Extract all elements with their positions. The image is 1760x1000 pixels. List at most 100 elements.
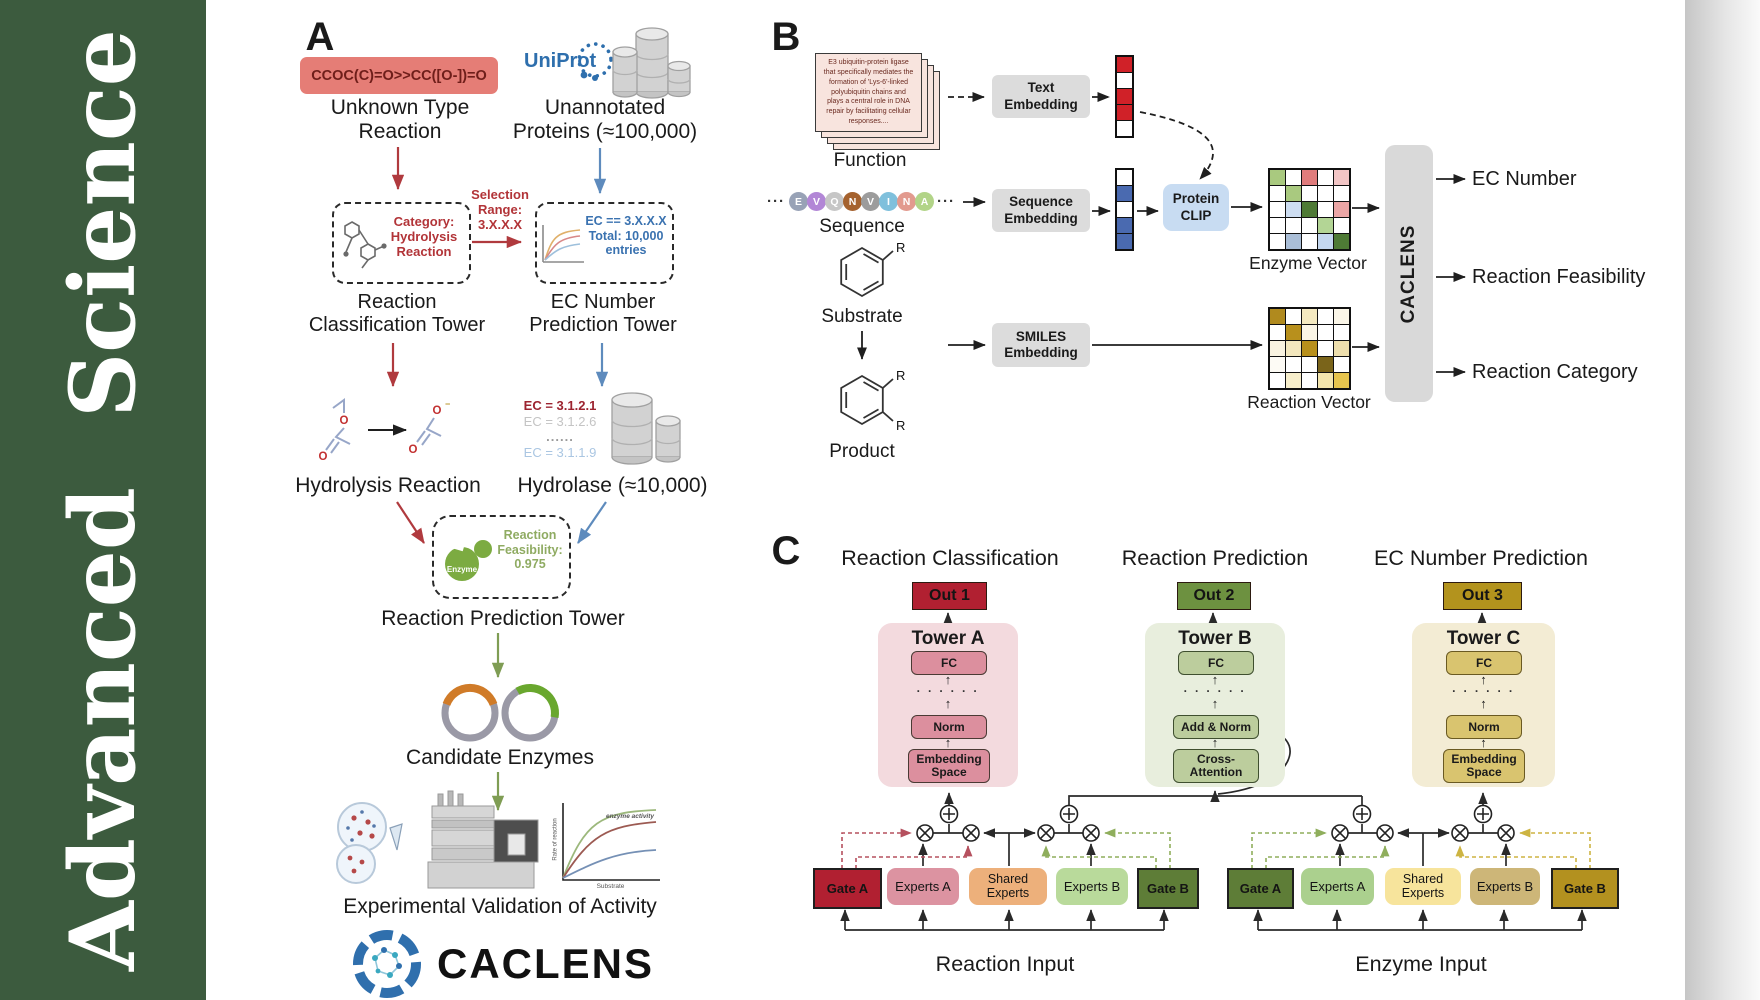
panel-b-label: B	[771, 15, 801, 59]
vector-cell	[1286, 218, 1301, 233]
up-arrow-icon: ↑	[1480, 672, 1487, 687]
svg-text:O: O	[433, 405, 442, 417]
ec-filter-text: EC == 3.X.X.X Total: 10,000 entries	[585, 214, 667, 257]
classification-dashed-box	[332, 202, 471, 284]
vector-cell	[1286, 373, 1301, 388]
vector-cell	[1302, 373, 1317, 388]
vector-cell	[1270, 186, 1285, 201]
vector-cell	[1302, 341, 1317, 356]
vector-cell	[1117, 186, 1132, 201]
substrate-molecule	[840, 246, 894, 298]
vector-cell	[1334, 170, 1349, 185]
svg-text:R: R	[896, 418, 905, 433]
ec-result-list: EC = 3.1.2.1 EC = 3.1.2.6 ...... EC = 3.…	[519, 398, 601, 460]
vector-cell	[1318, 170, 1333, 185]
vector-cell	[1334, 325, 1349, 340]
hplc-instrument-icon	[427, 790, 539, 889]
moe-right-experts-b: Experts B	[1470, 868, 1540, 905]
ec-result-top: EC = 3.1.2.1	[523, 398, 597, 413]
vector-cell	[1318, 218, 1333, 233]
svg-text:O: O	[319, 451, 328, 463]
svg-text:O: O	[409, 444, 418, 456]
sequence-ellipsis-left: ···	[767, 193, 785, 210]
category-text: Category: Hydrolysis Reaction	[390, 214, 458, 260]
panel-c-label: C	[771, 529, 801, 573]
hydrolysis-molecules: O O O O −	[319, 398, 450, 463]
vector-cell	[1117, 73, 1132, 88]
up-arrow-icon: ↑	[1211, 735, 1219, 750]
vector-cell	[1270, 373, 1285, 388]
vector-cell	[1334, 186, 1349, 201]
residue-circle: E	[789, 192, 808, 211]
vector-cell	[1270, 309, 1285, 324]
mini-chart-xlabel: Substrate	[596, 883, 625, 890]
vector-cell	[1270, 234, 1285, 249]
text-embedding-box: Text Embedding	[992, 75, 1090, 118]
vector-cell	[1318, 186, 1333, 201]
svg-text:R: R	[896, 240, 905, 255]
tower-a-title: Tower A	[911, 628, 985, 649]
tower-c-dots: · · · · · ·	[1452, 684, 1515, 698]
vector-cell	[1270, 218, 1285, 233]
smiles-text: CCOC(C)=O>>CC([O-])=O	[311, 67, 487, 84]
caclens-model-bar: CACLENS	[1385, 145, 1433, 402]
vector-cell	[1286, 309, 1301, 324]
vector-cell	[1302, 309, 1317, 324]
vector-cell	[1117, 170, 1132, 185]
vector-cell	[1117, 89, 1132, 104]
unknown-type-label: Unknown Type Reaction	[330, 96, 470, 144]
vector-cell	[1270, 357, 1285, 372]
ec-result-dots: ......	[546, 429, 574, 445]
moe-left-shared-experts: Shared Experts	[969, 868, 1047, 905]
caclens-wordmark: CACLENS	[437, 940, 655, 987]
sequence-label: Sequence	[819, 216, 905, 237]
sequence-embedding-vector	[1115, 168, 1134, 251]
smiles-embedding-box: SMILES Embedding	[992, 323, 1090, 367]
mini-chart-curve-label: enzyme activity	[605, 813, 655, 820]
out3-box: Out 3	[1443, 582, 1522, 610]
tower-b-add-norm: Add & Norm	[1173, 715, 1259, 739]
vector-cell	[1302, 218, 1317, 233]
vector-cell	[1318, 234, 1333, 249]
multiply-icons	[916, 824, 1515, 842]
residue-circle: Q	[825, 192, 844, 211]
svg-text:R: R	[896, 368, 905, 383]
panel-a-label: A	[305, 15, 335, 59]
output-reaction-feasibility: Reaction Feasibility	[1472, 266, 1646, 288]
vector-cell	[1334, 218, 1349, 233]
sequence-embedding-box: Sequence Embedding	[992, 189, 1090, 232]
classification-tower-label: Reaction Classification Tower	[308, 291, 486, 337]
tower-b-title: Tower B	[1178, 628, 1252, 649]
vector-cell	[1270, 341, 1285, 356]
vector-cell	[1302, 186, 1317, 201]
protein-clip-box: Protein CLIP	[1163, 184, 1229, 231]
ec-dashed-box	[535, 202, 674, 284]
tower-b-fc: FC	[1178, 651, 1254, 675]
mul-add-nodes	[916, 804, 1515, 842]
r-group-labels: R R R	[896, 240, 905, 433]
vector-cell	[1302, 234, 1317, 249]
prediction-tower-label: Reaction Prediction Tower	[381, 607, 625, 630]
vector-cell	[1270, 170, 1285, 185]
smiles-embedding-label: SMILES Embedding	[1004, 328, 1078, 360]
reaction-input-label: Reaction Input	[935, 952, 1075, 976]
tower-c-embedding: Embedding Space	[1443, 749, 1525, 783]
vector-cell	[1318, 357, 1333, 372]
tower-b-cross-attention: Cross- Attention	[1173, 749, 1259, 783]
hydrolase-label: Hydrolase (≈10,000)	[517, 474, 708, 497]
residue-circle: N	[843, 192, 862, 211]
caclens-logo-icon	[353, 930, 421, 998]
vector-cell	[1318, 325, 1333, 340]
gate-weight-paths	[841, 828, 1591, 869]
tower-c: Tower C FC ↑ · · · · · · ↑ Norm ↑ Embedd…	[1412, 623, 1555, 787]
up-arrow-icon: ↑	[1480, 735, 1487, 750]
moe-left-experts-b: Experts B	[1056, 868, 1128, 905]
vector-cell	[1318, 309, 1333, 324]
vector-cell	[1318, 373, 1333, 388]
moe-left-gate-a: Gate A	[813, 868, 882, 909]
moe-left-experts-a: Experts A	[887, 868, 959, 905]
moe-right-gate-b: Gate B	[1551, 868, 1619, 909]
tower-a-dots: · · · · · ·	[916, 684, 980, 698]
